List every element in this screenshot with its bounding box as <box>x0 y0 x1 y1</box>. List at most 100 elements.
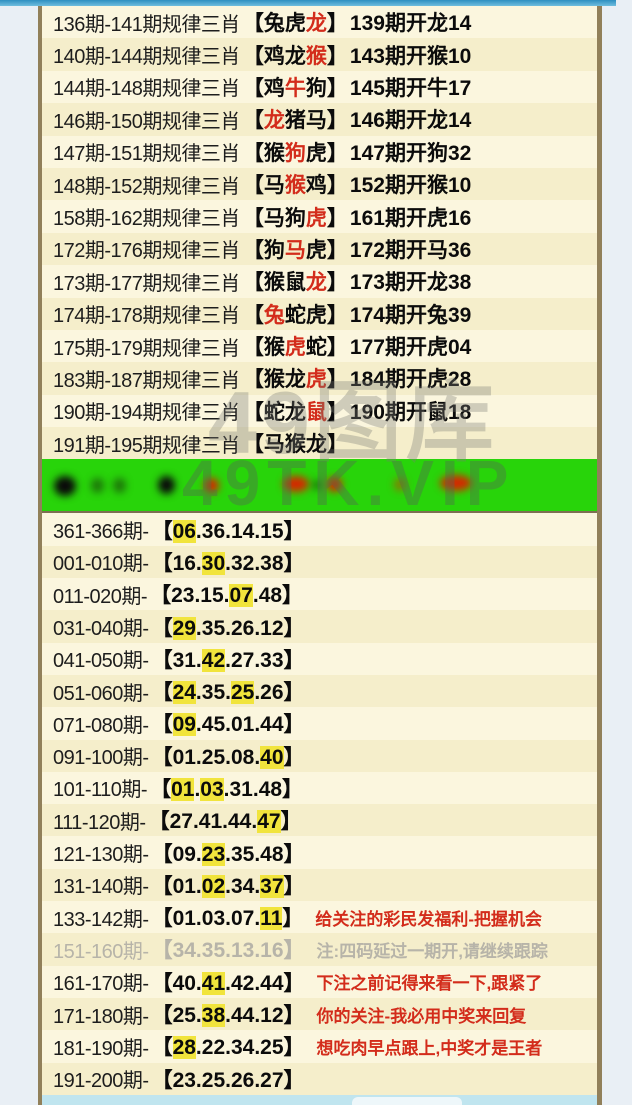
number: 11 <box>260 907 283 931</box>
number-row: 121-130期- 【09.23.35.48】 <box>42 836 597 869</box>
zodiac-char: 龙 <box>305 271 327 295</box>
period-label: 001-010期- <box>53 553 149 576</box>
number: 35 <box>201 681 226 705</box>
zodiac-char: 鸡 <box>263 76 285 100</box>
zodiac-char: 牛 <box>284 76 306 100</box>
number: 41 <box>198 810 223 834</box>
row-note: 注:四码延过一期开,请继续跟踪 <box>316 941 548 961</box>
number: 22 <box>201 1036 226 1060</box>
zodiac-char: 猴 <box>284 174 306 198</box>
number: 23 <box>171 584 195 608</box>
number-row: 111-120期- 【27.41.44.47】 <box>42 804 597 837</box>
censored-ad-banner[interactable] <box>42 459 597 514</box>
numbers-bracket: 【40.41.42.44】 <box>151 971 305 995</box>
number: 01 <box>171 777 195 801</box>
zodiac-char: 龙 <box>284 400 306 424</box>
period-range: 174期-178期规律三肖 <box>53 305 240 328</box>
censored-blob <box>283 476 309 493</box>
zodiac-char: 马 <box>263 174 285 198</box>
zodiac-char: 狗 <box>263 238 285 262</box>
zodiac-bracket: 【鸡牛狗】 <box>242 76 348 100</box>
zodiac-char: 虎 <box>305 206 327 230</box>
row-note: 给关注的彩民发福利-把握机会 <box>315 909 543 929</box>
zodiac-char: 鼠 <box>305 400 327 424</box>
numbers-bracket: 【27.41.44.47】 <box>148 810 302 834</box>
period-label: 031-040期- <box>53 618 149 640</box>
number: 34 <box>230 874 255 898</box>
number: 09 <box>172 842 196 866</box>
period-range: 148期-152期规律三肖 <box>53 175 240 198</box>
zodiac-bracket: 【龙猪马】 <box>242 109 348 133</box>
number: 26 <box>230 616 255 640</box>
rule-row: 146期-150期规律三肖 【龙猪马】 146期开龙14 <box>42 103 597 136</box>
zodiac-char: 蛇 <box>305 336 327 360</box>
number: 27 <box>169 810 193 834</box>
number-row: 181-190期- 【28.22.34.25】 想吃肉早点跟上,中奖才是王者 <box>42 1030 597 1063</box>
period-label: 191-200期- <box>53 1070 149 1093</box>
lottery-table: 136期-141期规律三肖 【兔虎龙】 139期开龙14 140期-144期规律三肖【… <box>38 6 602 1105</box>
number: 01 <box>172 874 196 898</box>
zodiac-char: 马 <box>263 206 285 230</box>
number: 48 <box>258 584 283 608</box>
number: 13 <box>230 939 255 963</box>
period-label: 133-142期- <box>53 908 149 931</box>
zodiac-bracket: 【鸡龙猴】 <box>242 44 348 68</box>
period-label: 151-160期- <box>53 940 149 963</box>
numbers-bracket: 【34.35.13.16】 <box>151 939 305 963</box>
zodiac-char: 猴 <box>263 336 285 360</box>
zodiac-char: 猪 <box>284 109 306 133</box>
number: 25 <box>172 1004 196 1028</box>
number: 42 <box>201 648 226 672</box>
number: 40 <box>260 745 284 769</box>
numbers-bracket: 【01.02.34.37】 <box>151 874 305 898</box>
row-note: 下注之前记得来看一下,跟紧了 <box>316 974 543 994</box>
period-label: 121-130期- <box>53 844 149 867</box>
number: 48 <box>260 842 284 866</box>
number: 42 <box>230 971 255 995</box>
number: 44 <box>228 810 252 834</box>
top-blue-bar <box>0 0 616 6</box>
number-row: 001-010期- 【16.30.32.38】 <box>42 545 597 579</box>
draw-result: 147期开狗32 <box>349 141 472 165</box>
zodiac-bracket: 【猴龙虎】 <box>242 368 348 392</box>
number: 45 <box>201 713 226 737</box>
period-label: 161-170期- <box>53 973 149 996</box>
zodiac-char: 鸡 <box>305 174 327 198</box>
draw-result: 143期开猴10 <box>349 44 472 68</box>
zodiac-char: 龙 <box>305 433 327 457</box>
zodiac-char: 龙 <box>284 44 306 68</box>
number: 15 <box>260 519 284 543</box>
period-range: 172期-176期规律三肖 <box>53 240 240 263</box>
number: 44 <box>230 1004 255 1028</box>
zodiac-char: 马 <box>284 238 306 262</box>
draw-result: 172期开马36 <box>349 238 472 262</box>
zodiac-char: 虎 <box>305 303 327 327</box>
period-label: 071-080期- <box>53 714 149 737</box>
number-row: 051-060期- 【24.35.25.26】 <box>42 674 597 708</box>
period-range: 183期-187期规律三肖 <box>53 369 240 392</box>
zodiac-bracket: 【猴鼠龙】 <box>242 271 348 295</box>
zodiac-bracket: 【马狗虎】 <box>242 206 348 230</box>
number: 28 <box>172 1036 196 1060</box>
zodiac-char: 龙 <box>284 368 306 392</box>
censored-blob <box>54 476 76 497</box>
row-note: 你的关注-我必用中奖来回复 <box>316 1006 527 1026</box>
number: 41 <box>201 971 226 995</box>
censored-blob <box>440 475 472 492</box>
period-range: 191期-195期规律三肖 <box>53 434 240 457</box>
period-label: 131-140期- <box>53 876 149 899</box>
rule-row: 140期-144期规律三肖 【鸡龙猴】 143期开猴10 <box>42 38 597 71</box>
number: 01 <box>230 713 255 737</box>
number: 01 <box>172 907 196 931</box>
draw-result: 177期开虎04 <box>349 336 472 360</box>
number: 12 <box>260 616 284 640</box>
number: 38 <box>260 551 284 575</box>
censored-blob <box>312 480 322 491</box>
number: 26 <box>230 1068 255 1092</box>
number: 27 <box>260 1068 284 1092</box>
numbers-bracket: 【09.45.01.44】 <box>151 713 305 737</box>
number: 25 <box>230 681 255 705</box>
zodiac-char: 狗 <box>284 141 306 165</box>
number: 09 <box>172 713 196 737</box>
draw-result: 152期开猴10 <box>349 174 472 198</box>
